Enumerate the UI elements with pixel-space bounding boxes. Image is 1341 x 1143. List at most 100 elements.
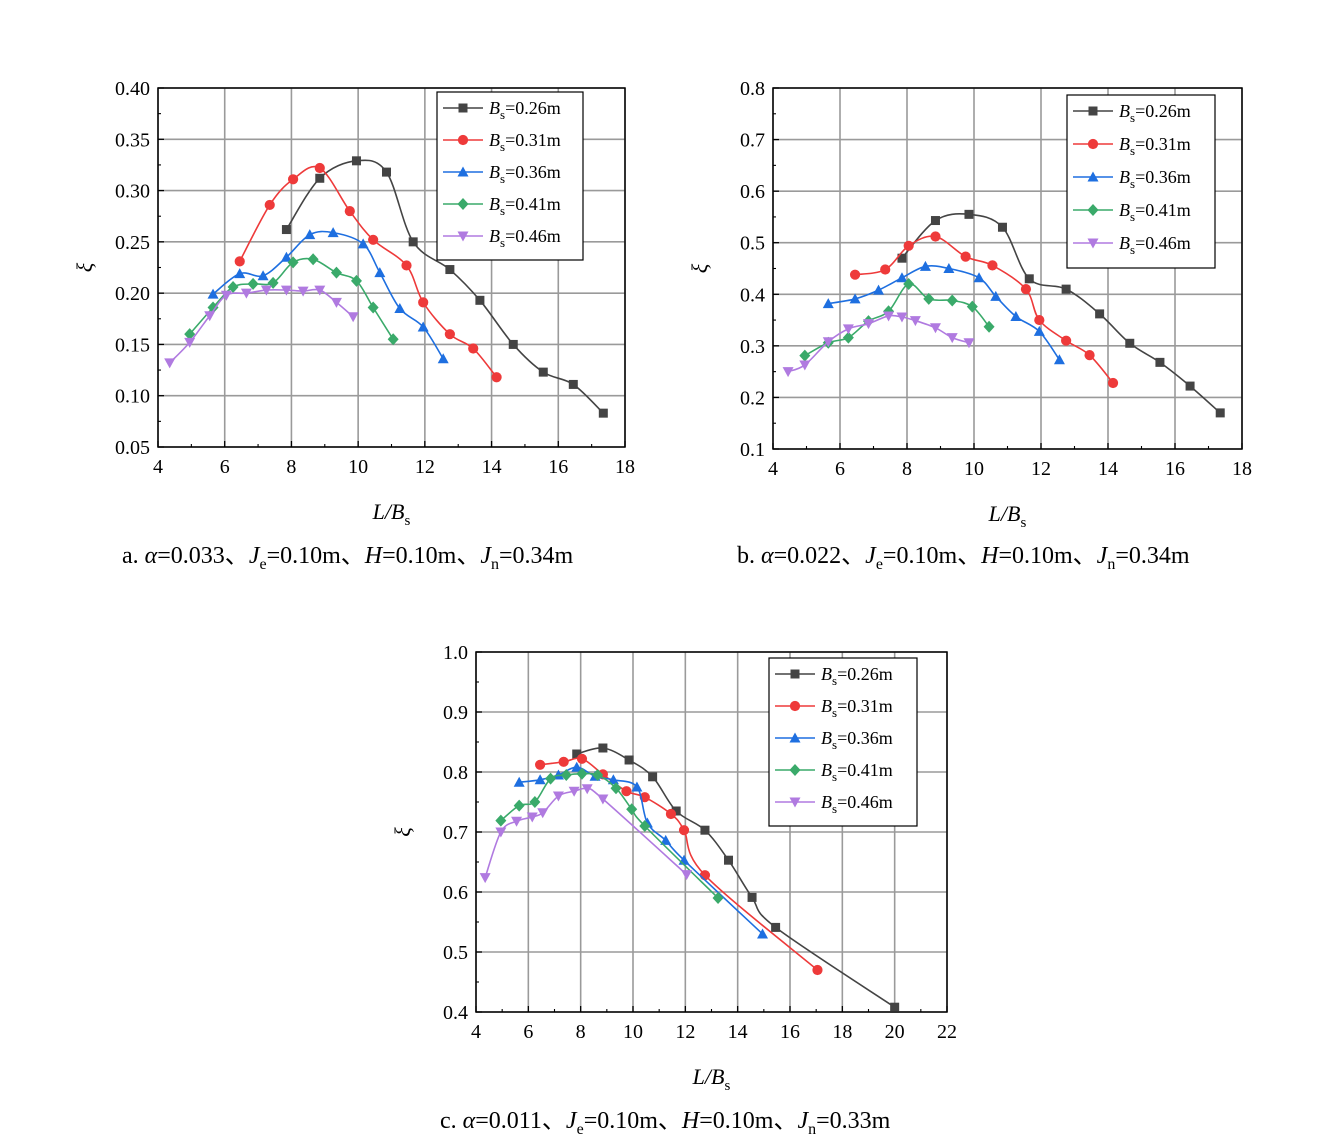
legend-marker [789, 732, 801, 743]
chart-panel-c: 4 6 8 10 12 14 16 18 20 22 0.4 0.5 0.6 0.7 0.8 0.9 1.0 L/… [330, 630, 1010, 1143]
data-point [1215, 408, 1225, 418]
legend-marker [789, 797, 801, 808]
data-point [475, 295, 485, 305]
series-4 [799, 277, 995, 362]
legend-marker [457, 198, 469, 210]
x-tick-label: 6 [523, 1021, 533, 1043]
ticks: 4 6 8 10 12 14 16 18 20 22 0.4 0.5 0.6 0.7 0.8 0.9 1.0 [443, 642, 957, 1043]
data-point [220, 290, 232, 301]
legend-label: Bs=0.41m [821, 760, 893, 784]
data-point [842, 324, 854, 335]
data-point [572, 749, 582, 759]
data-point [1155, 357, 1165, 367]
data-point [812, 964, 823, 976]
data-point [297, 286, 309, 297]
series-5 [164, 285, 359, 369]
data-point [607, 774, 619, 785]
data-point [513, 799, 525, 812]
legend-label: Bs=0.41m [1119, 200, 1191, 224]
data-point [538, 367, 548, 377]
data-point [444, 329, 455, 340]
x-tick-label: 14 [1098, 458, 1118, 480]
data-point [1020, 284, 1032, 295]
legend-label: Bs=0.26m [1119, 101, 1191, 125]
series-3 [822, 260, 1065, 365]
legend: Bs=0.26m Bs=0.31m Bs=0.36m Bs=0.41m Bs=0.46m [768, 657, 918, 827]
ticks: 4 6 8 10 12 14 16 18 0.1 0.2 0.3 0.4 0.5 0.6 0.7 0.8 [740, 78, 1252, 480]
data-point [568, 379, 578, 389]
series-1 [281, 156, 608, 418]
legend-marker [1087, 171, 1099, 182]
caption-a: a. α=0.033、Je=0.10m、H=0.10m、Jn=0.34m [122, 543, 574, 573]
x-tick-label: 8 [902, 458, 912, 480]
data-point [822, 337, 834, 348]
data-point [330, 266, 342, 279]
data-point [923, 292, 935, 305]
data-point [381, 167, 391, 177]
data-point [903, 277, 915, 290]
data-point [408, 237, 418, 247]
data-point [437, 353, 449, 364]
data-point [264, 199, 275, 211]
data-point [983, 320, 995, 333]
y-axis-label: ξ [72, 262, 97, 272]
data-point [529, 796, 541, 808]
series-line [484, 787, 688, 878]
data-point [314, 285, 326, 296]
x-axis-label: L/Bs [372, 499, 411, 529]
data-point [164, 358, 176, 369]
x-tick-label: 16 [548, 456, 568, 478]
y-tick-label: 0.35 [115, 129, 150, 151]
data-point [930, 231, 941, 242]
series-1 [572, 743, 900, 1012]
data-point [511, 816, 523, 827]
y-tick-label: 0.8 [443, 762, 468, 784]
data-point [946, 333, 958, 344]
data-point [842, 331, 854, 344]
x-tick-label: 16 [780, 1021, 800, 1043]
legend-marker [789, 764, 801, 776]
data-point [537, 808, 549, 819]
data-point [344, 205, 355, 217]
legend-marker [1087, 138, 1099, 150]
x-tick-label: 12 [1031, 458, 1051, 480]
data-point [576, 767, 588, 780]
data-point [1095, 309, 1105, 319]
legend-label: Bs=0.36m [1119, 167, 1191, 191]
data-point [671, 806, 681, 816]
x-tick-label: 12 [675, 1021, 695, 1043]
data-point [1010, 310, 1022, 321]
chart-b: 4 6 8 10 12 14 16 18 0.1 0.2 0.3 0.4 0.5 0.6 0.7 0.8 L/B… [687, 78, 1252, 531]
y-tick-label: 0.30 [115, 181, 150, 203]
data-point [621, 786, 632, 797]
data-point [560, 769, 572, 781]
data-point [1061, 335, 1072, 346]
data-point [495, 827, 507, 838]
data-point [280, 251, 292, 262]
data-point [960, 251, 971, 262]
series-3 [513, 761, 769, 939]
x-tick-label: 4 [471, 1021, 481, 1043]
data-point [351, 156, 361, 166]
data-point [610, 782, 622, 795]
data-point [508, 339, 518, 349]
x-tick-label: 20 [885, 1021, 905, 1043]
data-point [184, 328, 196, 341]
series-5 [782, 311, 975, 378]
series-line [787, 314, 970, 373]
data-point [330, 297, 342, 308]
data-point [990, 290, 1002, 301]
data-point [712, 892, 724, 904]
legend-marker [1087, 204, 1099, 216]
data-point [987, 260, 998, 271]
data-point [966, 300, 978, 313]
data-point [943, 263, 955, 273]
data-point [1061, 284, 1071, 294]
data-point [314, 162, 325, 174]
series-5 [479, 784, 693, 884]
legend-marker [790, 669, 800, 679]
data-point [1084, 350, 1095, 361]
data-point [624, 755, 634, 765]
data-point [526, 812, 538, 823]
legend-label: Bs=0.36m [489, 162, 561, 186]
